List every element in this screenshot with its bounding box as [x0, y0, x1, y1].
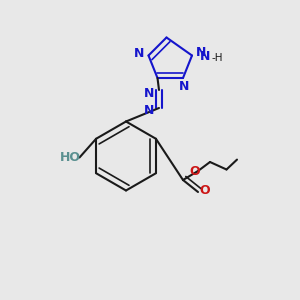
Text: O: O: [199, 184, 210, 197]
Text: HO: HO: [60, 151, 81, 164]
Text: N: N: [179, 80, 190, 93]
Text: N: N: [144, 104, 154, 118]
Text: N: N: [200, 50, 211, 63]
Text: N: N: [196, 46, 206, 59]
Text: N: N: [144, 86, 154, 100]
Text: O: O: [189, 165, 200, 178]
Text: N: N: [134, 46, 145, 60]
Text: -H: -H: [211, 53, 223, 63]
